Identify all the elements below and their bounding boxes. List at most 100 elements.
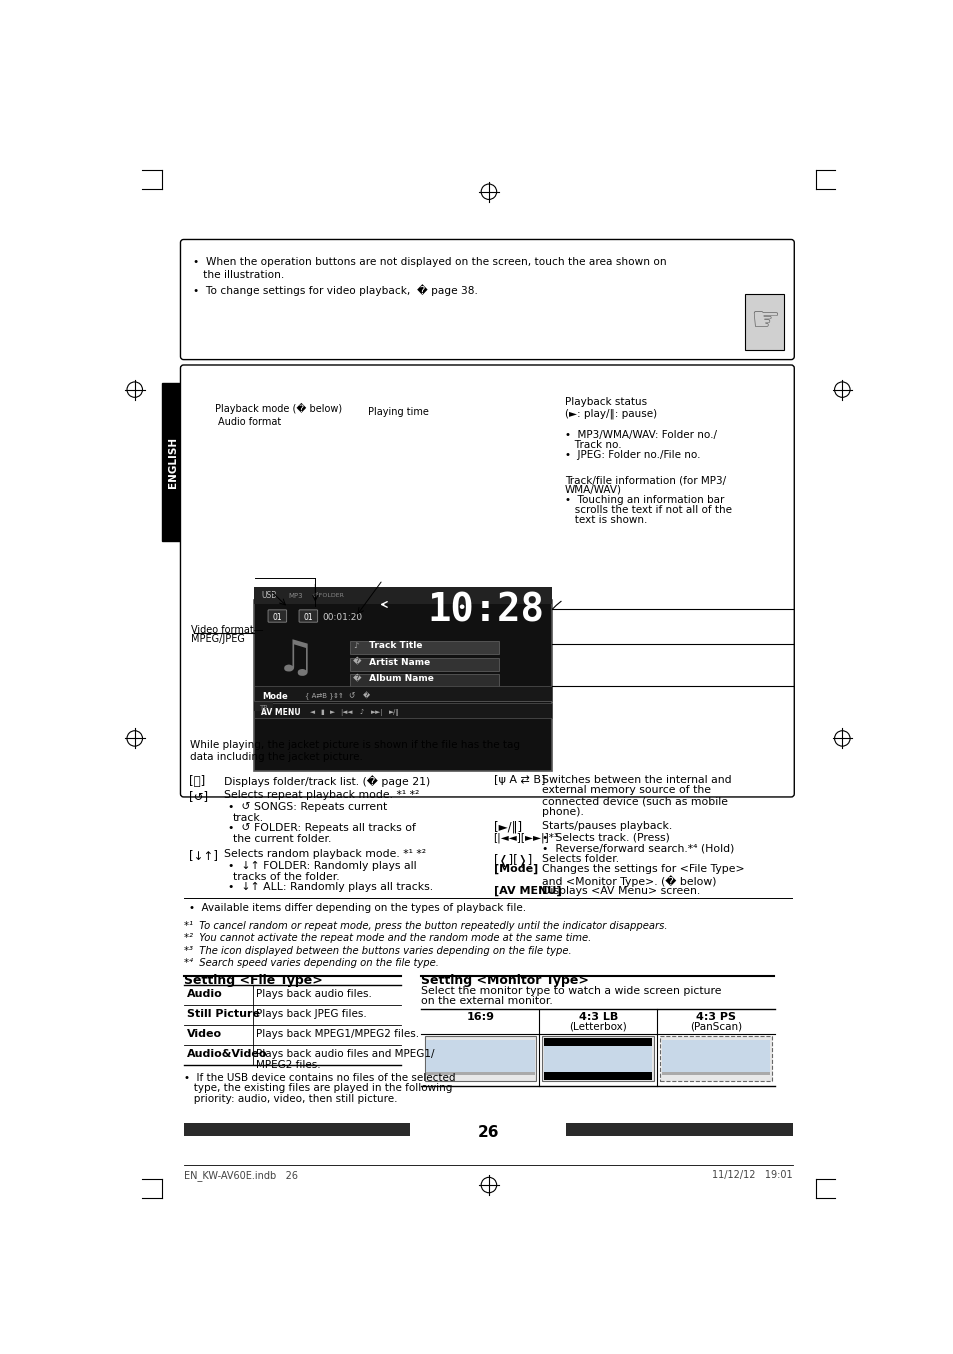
Text: 4:3 PS: 4:3 PS [696, 1011, 735, 1022]
Text: ▮: ▮ [320, 709, 324, 715]
Bar [183, 1124, 410, 1136]
Text: *¹  To cancel random or repeat mode, press the button repeatedly until the indic: *¹ To cancel random or repeat mode, pres… [183, 921, 666, 932]
Text: EN_KW-AV60E.indb   26: EN_KW-AV60E.indb 26 [183, 1170, 297, 1181]
Text: [►/‖]: [►/‖] [493, 821, 521, 834]
Text: Displays <AV Menu> screen.: Displays <AV Menu> screen. [541, 886, 700, 895]
FancyBboxPatch shape [180, 240, 794, 360]
Bar [253, 586, 552, 604]
Text: and <Monitor Type>. (� below): and <Monitor Type>. (� below) [541, 875, 716, 887]
Text: Track no.: Track no. [564, 440, 620, 450]
Bar [543, 1039, 652, 1045]
Text: text is shown.: text is shown. [564, 515, 646, 525]
Bar [543, 1072, 652, 1075]
Text: [ψ A ⇄ B]: [ψ A ⇄ B] [493, 774, 544, 784]
Bar [659, 1036, 771, 1080]
Text: scrolls the text if not all of the: scrolls the text if not all of the [564, 505, 731, 515]
Bar [253, 703, 552, 719]
Text: Album Name: Album Name [365, 674, 433, 682]
Text: •  Touching an information bar: • Touching an information bar [564, 496, 723, 505]
Bar [253, 701, 273, 711]
Text: Video: Video [187, 1029, 221, 1039]
Text: Artist Name: Artist Name [365, 658, 430, 666]
Text: •  MP3/WMA/WAV: Folder no./: • MP3/WMA/WAV: Folder no./ [564, 429, 716, 440]
Text: tracks of the folder.: tracks of the folder. [233, 872, 339, 881]
Bar [542, 1036, 654, 1080]
Text: While playing, the jacket picture is shown if the file has the tag: While playing, the jacket picture is sho… [190, 741, 519, 750]
Text: •  JPEG: Folder no./File no.: • JPEG: Folder no./File no. [564, 450, 700, 460]
Text: MP3: MP3 [288, 593, 302, 598]
Text: (►: play/‖: pause): (►: play/‖: pause) [564, 409, 657, 420]
Text: •  ↺ FOLDER: Repeats all tracks of: • ↺ FOLDER: Repeats all tracks of [228, 823, 416, 833]
Text: Plays back JPEG files.: Plays back JPEG files. [256, 1009, 367, 1018]
Text: *³  The icon displayed between the buttons varies depending on the file type.: *³ The icon displayed between the button… [183, 945, 571, 956]
Text: Video format—: Video format— [191, 626, 263, 635]
Bar [426, 1072, 534, 1075]
Text: connected device (such as mobile: connected device (such as mobile [541, 796, 727, 806]
Text: •  ↓↑ ALL: Randomly plays all tracks.: • ↓↑ ALL: Randomly plays all tracks. [228, 881, 433, 892]
Text: |◄◄: |◄◄ [340, 708, 353, 716]
Text: •  ↓↑ FOLDER: Randomly plays all: • ↓↑ FOLDER: Randomly plays all [228, 861, 416, 871]
Text: �: � [353, 674, 361, 682]
Text: Plays back audio files and MPEG1/
MPEG2 files.: Plays back audio files and MPEG1/ MPEG2 … [256, 1049, 435, 1071]
Text: [|◄◄][►►|]*³: [|◄◄][►►|]*³ [493, 833, 558, 844]
Text: Playback mode (� below): Playback mode (� below) [214, 402, 341, 414]
Text: Selects folder.: Selects folder. [541, 854, 618, 864]
Text: [AV MENU]: [AV MENU] [493, 886, 560, 896]
Text: on the external monitor.: on the external monitor. [421, 997, 553, 1006]
Text: [Mode]: [Mode] [493, 864, 537, 875]
Text: Audio: Audio [187, 988, 222, 999]
Bar [566, 1124, 792, 1136]
Text: •  ↺ SONGS: Repeats current: • ↺ SONGS: Repeats current [228, 803, 387, 812]
Text: 01: 01 [303, 613, 313, 621]
Text: 11/12/12   19:01: 11/12/12 19:01 [711, 1170, 792, 1179]
Bar [253, 686, 552, 701]
Text: the current folder.: the current folder. [233, 834, 332, 844]
Text: ↺: ↺ [348, 692, 354, 700]
Text: •  Selects track. (Press): • Selects track. (Press) [541, 833, 669, 842]
Text: *⁴  Search speed varies depending on the file type.: *⁴ Search speed varies depending on the … [183, 957, 438, 968]
Bar [661, 1072, 769, 1075]
Bar [661, 1040, 769, 1072]
Text: Setting <Monitor Type>: Setting <Monitor Type> [421, 974, 589, 987]
Text: ►: ► [330, 709, 335, 715]
Bar [424, 1036, 536, 1080]
Text: Track/file information (for MP3/: Track/file information (for MP3/ [564, 475, 725, 485]
Text: (Letterbox): (Letterbox) [569, 1021, 626, 1030]
Text: 01: 01 [273, 613, 282, 621]
Text: Changes the settings for <File Type>: Changes the settings for <File Type> [541, 864, 743, 873]
Text: Playback status: Playback status [564, 397, 646, 408]
Text: ENGLISH: ENGLISH [168, 437, 177, 489]
Text: ♪: ♪ [359, 709, 363, 715]
Bar [162, 383, 183, 542]
FancyBboxPatch shape [298, 609, 317, 623]
Bar [350, 674, 498, 686]
Text: Displays folder/track list. (� page 21): Displays folder/track list. (� page 21) [224, 774, 430, 787]
Text: the illustration.: the illustration. [193, 271, 284, 280]
Text: Selects repeat playback mode. *¹ *²: Selects repeat playback mode. *¹ *² [224, 789, 418, 800]
Text: USB: USB [261, 592, 276, 600]
Bar [253, 600, 552, 770]
Text: [↓↑]: [↓↑] [189, 849, 218, 862]
Text: type, the existing files are played in the following: type, the existing files are played in t… [183, 1083, 452, 1094]
Text: TP: TP [259, 704, 267, 711]
Text: ☞: ☞ [749, 303, 779, 337]
Bar [426, 1040, 534, 1072]
Text: ►/‖: ►/‖ [389, 708, 399, 716]
Text: ►►|: ►►| [371, 708, 383, 716]
Text: Audio&Video: Audio&Video [187, 1049, 267, 1059]
Text: 00:01:20: 00:01:20 [322, 613, 362, 621]
Bar [350, 640, 498, 654]
Text: •  Reverse/forward search.*⁴ (Hold): • Reverse/forward search.*⁴ (Hold) [541, 844, 733, 853]
Text: Playing time: Playing time [368, 408, 428, 417]
Text: 10:28: 10:28 [427, 592, 543, 630]
Text: Still Picture: Still Picture [187, 1009, 259, 1018]
Text: Mode: Mode [262, 692, 288, 700]
Text: phone).: phone). [541, 807, 583, 816]
Text: [⌕]: [⌕] [189, 774, 205, 788]
Text: [↺]: [↺] [189, 789, 208, 803]
Text: MPEG/JPEG: MPEG/JPEG [191, 635, 244, 645]
Text: (PanScan): (PanScan) [689, 1021, 741, 1030]
Text: external memory source of the: external memory source of the [541, 785, 710, 795]
Text: •  When the operation buttons are not displayed on the screen, touch the area sh: • When the operation buttons are not dis… [193, 257, 666, 267]
Text: ◄: ◄ [310, 709, 314, 715]
